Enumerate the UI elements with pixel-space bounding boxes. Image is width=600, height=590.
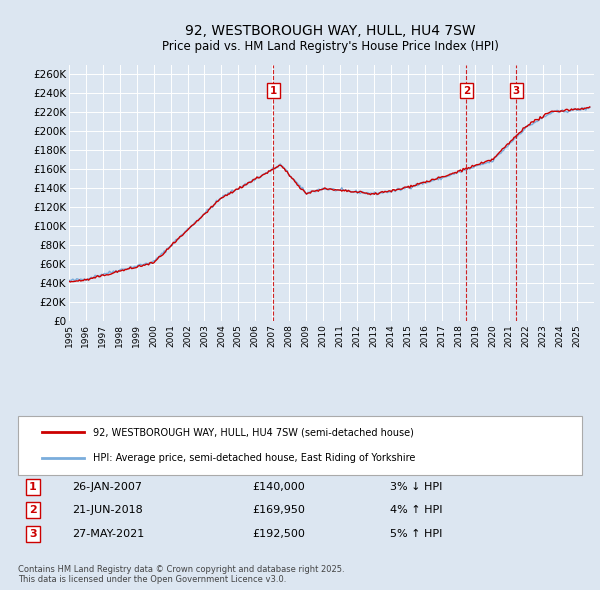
Text: Price paid vs. HM Land Registry's House Price Index (HPI): Price paid vs. HM Land Registry's House … <box>161 40 499 53</box>
Text: 92, WESTBOROUGH WAY, HULL, HU4 7SW: 92, WESTBOROUGH WAY, HULL, HU4 7SW <box>185 24 475 38</box>
Text: 1: 1 <box>270 86 277 96</box>
Text: 27-MAY-2021: 27-MAY-2021 <box>72 529 144 539</box>
Text: £192,500: £192,500 <box>252 529 305 539</box>
Text: Contains HM Land Registry data © Crown copyright and database right 2025.
This d: Contains HM Land Registry data © Crown c… <box>18 565 344 584</box>
Text: 3% ↓ HPI: 3% ↓ HPI <box>390 482 442 491</box>
Text: 92, WESTBOROUGH WAY, HULL, HU4 7SW (semi-detached house): 92, WESTBOROUGH WAY, HULL, HU4 7SW (semi… <box>93 428 414 437</box>
Text: 2: 2 <box>29 506 37 515</box>
Text: HPI: Average price, semi-detached house, East Riding of Yorkshire: HPI: Average price, semi-detached house,… <box>93 454 415 463</box>
Text: 4% ↑ HPI: 4% ↑ HPI <box>390 506 443 515</box>
Text: £140,000: £140,000 <box>252 482 305 491</box>
Text: 21-JUN-2018: 21-JUN-2018 <box>72 506 143 515</box>
Text: 3: 3 <box>512 86 520 96</box>
Text: 26-JAN-2007: 26-JAN-2007 <box>72 482 142 491</box>
Text: 1: 1 <box>29 482 37 491</box>
Text: 2: 2 <box>463 86 470 96</box>
Text: 5% ↑ HPI: 5% ↑ HPI <box>390 529 442 539</box>
Text: £169,950: £169,950 <box>252 506 305 515</box>
Text: 3: 3 <box>29 529 37 539</box>
